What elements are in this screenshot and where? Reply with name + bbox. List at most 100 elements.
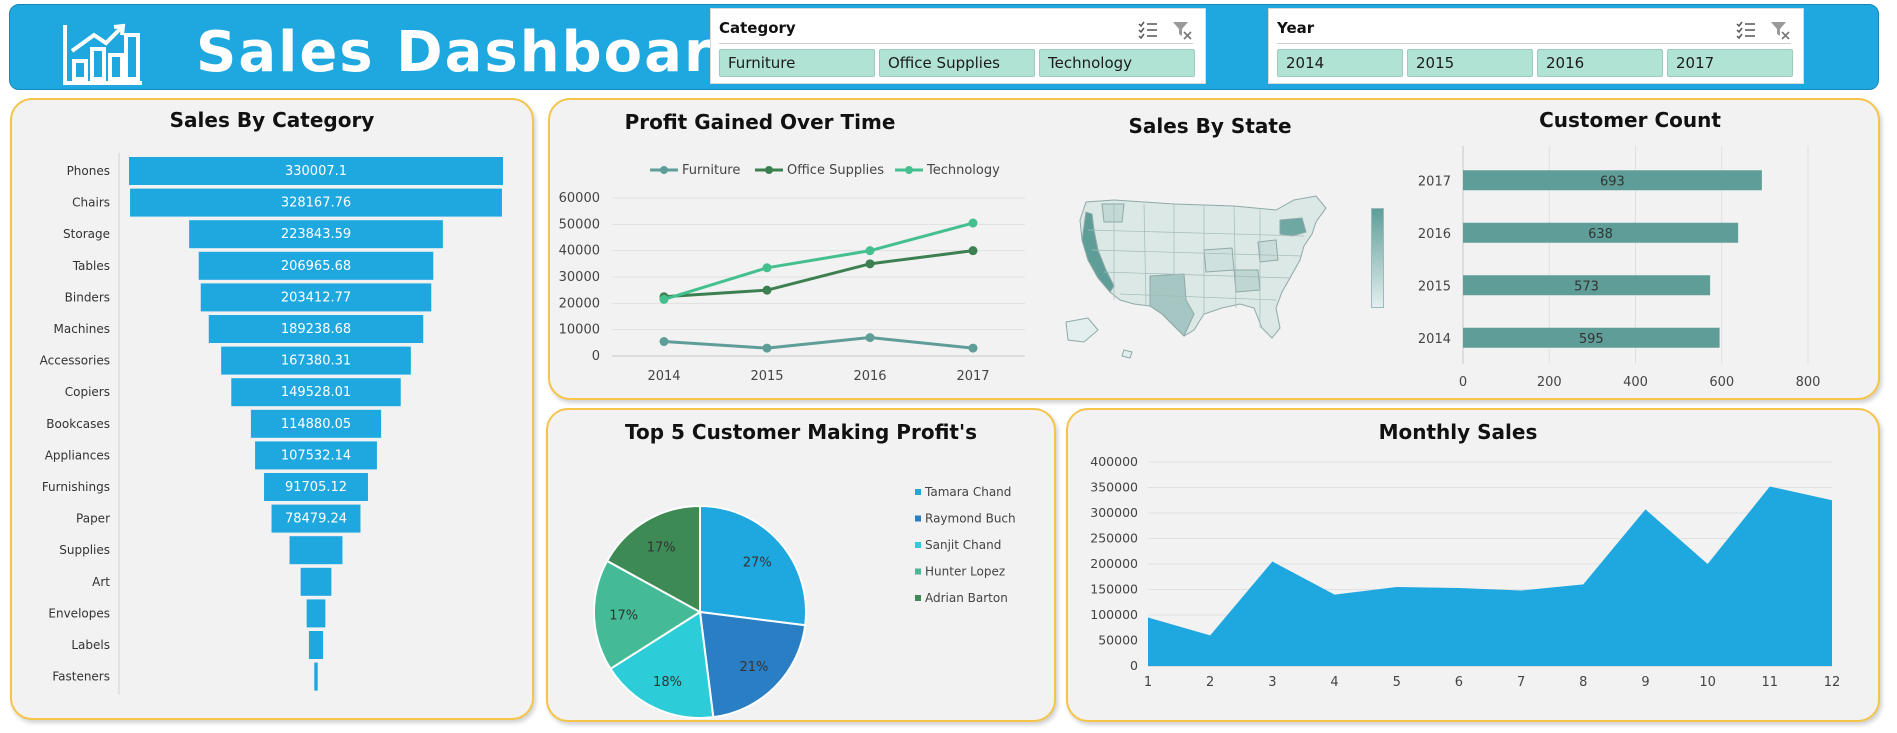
customer-xtick-label: 800 [1796,375,1821,390]
monthly-ytick-label: 100000 [1090,607,1138,622]
profit-ytick-label: 10000 [559,323,600,338]
profit-series-line [663,336,974,350]
sales-by-state-title: Sales By State [1128,114,1292,138]
pie-legend-swatch [915,568,921,575]
profit-xtick-label: 2016 [853,369,886,384]
funnel-category-label: Labels [71,638,110,652]
pie-percent-label: 17% [609,608,638,623]
pie-legend-label: Raymond Buch [925,512,1016,526]
customer-bar [1463,170,1762,191]
funnel-category-label: Paper [76,512,110,526]
funnel-category-label: Envelopes [48,606,110,620]
monthly-xtick-label: 6 [1455,675,1463,690]
profit-ytick-label: 40000 [559,244,600,259]
slicer-chip-technology[interactable]: Technology [1039,49,1195,77]
multi-select-icon[interactable] [1735,19,1757,41]
clear-filter-icon[interactable] [1171,19,1193,41]
funnel-value-label: 167380.31 [281,354,351,369]
monthly-xtick-label: 1 [1144,675,1152,690]
category-slicer: Category Furniture Office Supplies Techn… [710,8,1206,84]
pie-legend-label: Sanjit Chand [925,538,1001,552]
customer-xtick-label: 200 [1537,375,1562,390]
monthly-sales-title: Monthly Sales [1378,420,1538,444]
pie-legend-swatch [915,489,921,495]
funnel-bar [271,504,361,533]
slicer-chip-2016[interactable]: 2016 [1537,49,1663,77]
slicer-chip-2014[interactable]: 2014 [1277,49,1403,77]
monthly-xtick-label: 8 [1579,675,1587,690]
funnel-bar [289,536,343,565]
customer-xtick-label: 600 [1709,375,1734,390]
funnel-category-label: Tables [72,259,110,273]
sales-by-category-panel: Sales By Category Phones 330007.1 Chairs 32… [10,98,534,720]
monthly-sales-chart: 0 50000 100000 150000 200000 250000 300000 3500… [1090,454,1840,690]
monthly-ytick-label: 200000 [1090,556,1138,571]
funnel-value-label: 206965.68 [281,259,351,274]
funnel-bar [231,378,401,407]
profit-ytick-label: 30000 [559,270,600,285]
monthly-ytick-label: 0 [1130,658,1138,673]
funnel-bar [255,441,377,470]
funnel-bar [308,631,324,659]
pie-slice [699,504,807,627]
pie-slice [593,559,702,671]
slicer-chip-2017[interactable]: 2017 [1667,49,1793,77]
category-slicer-title: Category [719,19,796,37]
monthly-ytick-label: 50000 [1098,633,1138,648]
top5-customers-title: Top 5 Customer Making Profit's [625,420,977,444]
year-slicer-title: Year [1277,19,1315,37]
slicer-chip-furniture[interactable]: Furniture [719,49,875,77]
funnel-category-label: Accessories [40,354,110,368]
map-color-legend [1371,208,1384,308]
monthly-xtick-label: 5 [1393,675,1401,690]
profit-data-point [762,285,772,295]
monthly-ytick-label: 350000 [1090,480,1138,495]
profit-legend-marker [765,166,773,174]
monthly-xtick-label: 3 [1268,675,1276,690]
monthly-xtick-label: 2 [1206,675,1214,690]
profit-data-point [659,337,669,347]
profit-legend-marker [660,166,668,174]
funnel-value-label: 328167.76 [281,196,351,211]
funnel-category-label: Bookcases [46,417,110,431]
funnel-category-label: Art [92,575,110,589]
profit-over-time-chart: 0 10000 20000 30000 40000 50000 60000 2014 2015 2… [559,163,1025,384]
profit-data-point [762,343,772,353]
funnel-category-label: Supplies [59,543,110,557]
slicer-chip-office-supplies[interactable]: Office Supplies [879,49,1035,77]
sales-by-category-title: Sales By Category [169,108,375,132]
profit-data-point [865,259,875,269]
funnel-value-label: 149528.01 [281,385,351,400]
funnel-value-label: 78479.24 [285,512,347,527]
profit-data-point [968,343,978,353]
customer-data-label: 693 [1600,174,1625,189]
pie-legend-swatch [915,515,921,522]
year-slicer: Year 2014 2015 2016 2017 [1268,8,1804,84]
funnel-bar [198,251,434,280]
funnel-category-label: Fasteners [52,670,110,684]
clear-filter-icon[interactable] [1769,19,1791,41]
slicer-chip-2015[interactable]: 2015 [1407,49,1533,77]
customer-bar [1463,222,1739,243]
customer-data-label: 595 [1579,332,1604,347]
pie-slice [609,610,715,719]
funnel-category-label: Phones [67,164,110,178]
profit-ytick-label: 0 [592,349,600,364]
funnel-category-label: Machines [54,322,110,336]
profit-legend-marker [905,166,913,174]
monthly-area [1148,486,1832,666]
top-row-panel: Profit Gained Over Time 0 10000 20000 30000… [548,98,1880,400]
funnel-bar [314,662,318,691]
profit-legend-label: Office Supplies [787,163,884,178]
monthly-ytick-label: 300000 [1090,505,1138,520]
monthly-ytick-label: 250000 [1090,531,1138,546]
funnel-bar [306,599,326,628]
funnel-value-label: 91705.12 [285,480,347,495]
customer-bar [1463,275,1711,296]
sales-by-category-chart: Phones 330007.1 Chairs 328167.76 Storage 2238… [40,153,503,695]
pie-percent-label: 21% [740,660,769,675]
top5-customers-chart: 27% 21% 18% 17% 17% Tamara Chand Raymond Buch S… [593,485,1016,719]
funnel-value-label: 223843.59 [281,227,351,242]
multi-select-icon[interactable] [1137,19,1159,41]
profit-series-line [663,221,974,301]
